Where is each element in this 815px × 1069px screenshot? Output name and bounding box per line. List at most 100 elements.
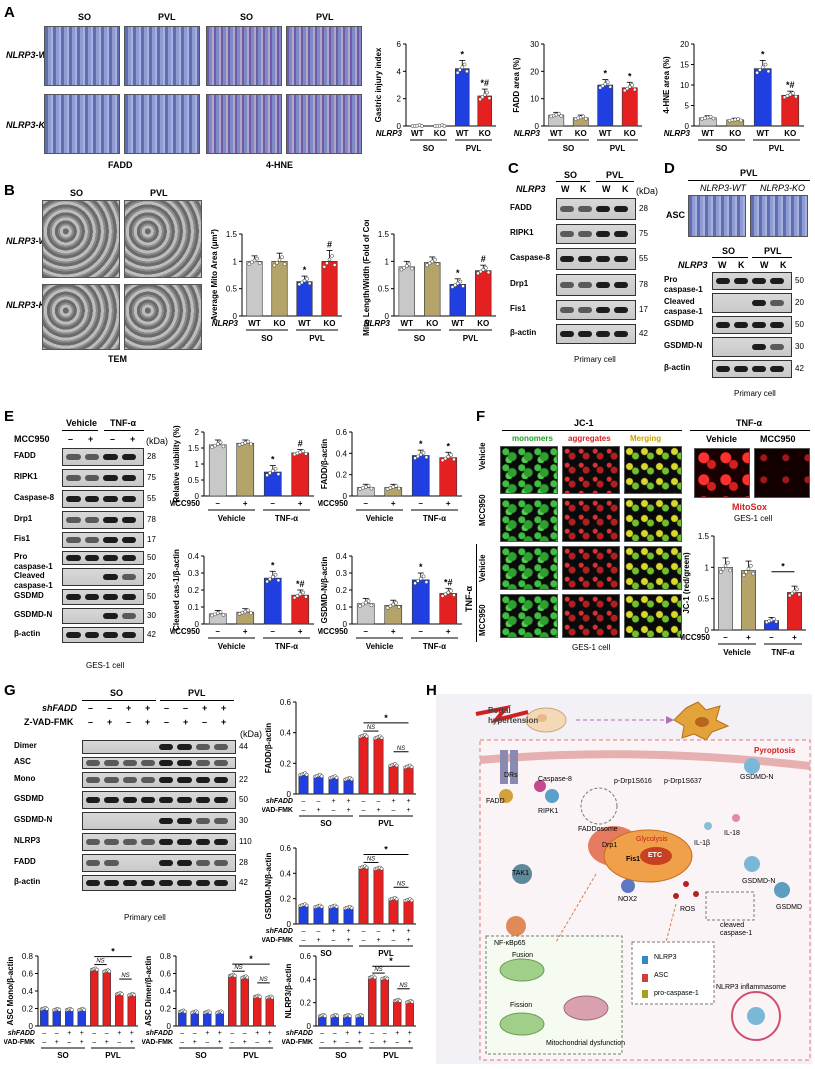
row2-sign: – — [255, 1039, 259, 1046]
y-tick-label: 0.1 — [188, 603, 200, 612]
blot-band — [140, 880, 155, 886]
data-point — [409, 765, 414, 769]
y-tick-label: 0.5 — [226, 285, 238, 294]
kda-marker: 20 — [147, 572, 156, 581]
y-tick-label: 0 — [535, 122, 540, 131]
blot-row-label: Pro caspase-1 — [664, 275, 703, 294]
d-row-label: ASC — [666, 210, 686, 220]
x-tick-label: + — [298, 499, 303, 508]
bar — [741, 570, 756, 631]
blot-band — [121, 632, 136, 638]
blot-row-label: Caspase-8 — [510, 253, 551, 262]
x-group-label: NLRP3 — [364, 319, 391, 328]
y-tick-label: 0.6 — [22, 970, 34, 979]
y-tick-label: 0.4 — [22, 987, 34, 996]
panel-label-d: D — [664, 160, 675, 177]
h-inflammasome-label: NLRP3 inflammasome — [716, 984, 787, 991]
etc-icon — [640, 847, 672, 865]
h-etc-label: ETC — [648, 852, 662, 859]
e-group-line — [104, 430, 144, 431]
x-tick-label: – — [216, 627, 221, 636]
g-group: SO — [110, 688, 124, 698]
tem-image — [42, 200, 120, 278]
e-sign: + — [130, 434, 136, 444]
ns-label: NS — [234, 965, 242, 971]
data-point — [435, 262, 440, 267]
blot-band — [614, 206, 628, 212]
data-point — [397, 998, 402, 1003]
blot-band — [734, 366, 748, 372]
x-group-label: MCC950 — [680, 633, 711, 642]
significance-label: * — [249, 954, 253, 964]
row1-sign: + — [346, 928, 350, 935]
c-group-pvl: PVL — [606, 170, 624, 180]
blot-band — [122, 797, 137, 803]
kda-marker: 28 — [639, 204, 648, 213]
data-point — [273, 466, 278, 471]
kda-marker: 42 — [639, 329, 648, 338]
data-point — [446, 454, 451, 459]
blot-band — [770, 278, 784, 284]
bar — [373, 736, 384, 795]
blot-band — [103, 613, 118, 619]
blot-row-label: GSDMD — [14, 794, 44, 803]
significance-label: * — [111, 947, 115, 957]
blot-band — [84, 632, 99, 638]
blot-row-label: FADD — [14, 857, 36, 866]
blot-band — [716, 322, 730, 328]
g-sign: – — [107, 703, 113, 713]
fusion-mito-icon — [499, 958, 545, 982]
kda-marker: 78 — [147, 515, 156, 524]
mechanism-diagram — [436, 694, 812, 1064]
significance-label: * — [271, 560, 275, 570]
group-label: SO — [716, 144, 728, 153]
receptor-icon — [500, 750, 508, 784]
g-row1-label: shFADD — [42, 703, 78, 713]
blot-band — [104, 777, 119, 783]
x-tick-label: – — [723, 633, 728, 642]
blot-band — [578, 206, 592, 212]
data-point — [556, 111, 561, 116]
blot-row-label: FADD — [14, 451, 36, 460]
data-point — [366, 484, 371, 488]
x-tick-label: WT — [298, 319, 311, 328]
group-label: TNF-α — [771, 648, 794, 657]
blot-row-label: GSDMD-N — [664, 341, 703, 350]
data-point — [349, 906, 354, 910]
row2-sign: + — [333, 1039, 337, 1046]
row2-sign: – — [302, 937, 306, 944]
y-tick-label: 0.6 — [280, 844, 292, 853]
row1-sign: – — [302, 798, 306, 805]
row1-sign: + — [406, 798, 410, 805]
data-point — [270, 995, 275, 1000]
blot-band — [86, 839, 101, 845]
kda-marker: 42 — [795, 364, 804, 373]
row1-sign: – — [243, 1030, 247, 1037]
data-point — [407, 262, 412, 266]
y-tick-label: 0 — [29, 1022, 34, 1031]
blot-row-label: β-actin — [664, 363, 691, 372]
significance-label: * — [384, 713, 388, 723]
significance-label: * — [628, 71, 632, 81]
row1-sign: + — [67, 1030, 71, 1037]
data-point — [632, 87, 637, 92]
blot-band — [752, 322, 766, 328]
y-axis-label: FADD/β-actin — [264, 723, 273, 773]
data-point — [360, 1014, 365, 1018]
h-drp1p637-label: p-Drp1S637 — [664, 778, 702, 785]
bar — [296, 281, 313, 317]
blot-band — [84, 475, 99, 481]
data-point — [449, 453, 453, 457]
data-point — [107, 969, 112, 974]
panel-label-f: F — [476, 408, 486, 425]
blot-band — [596, 282, 610, 288]
blot-band — [121, 537, 136, 543]
blot-band — [734, 322, 748, 328]
h-glycolysis-label: Glycolysis — [636, 836, 668, 843]
data-point — [69, 1007, 74, 1012]
blot-band — [159, 744, 174, 750]
x-tick-label: KO — [784, 129, 796, 138]
blot-band — [560, 256, 574, 262]
row1-sign: + — [80, 1030, 84, 1037]
blot-band — [140, 839, 155, 845]
